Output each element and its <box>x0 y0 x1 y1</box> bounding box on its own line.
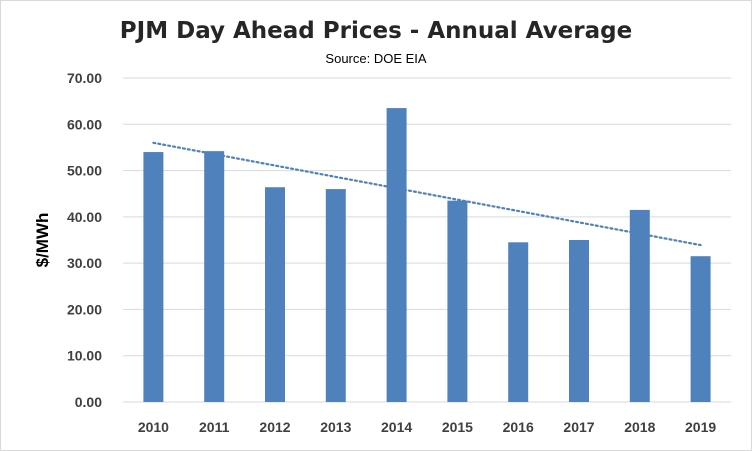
bar-2019 <box>690 256 711 402</box>
y-tick-label: 20.00 <box>67 301 102 317</box>
x-tick-label: 2018 <box>624 419 655 435</box>
bar-2011 <box>204 151 225 402</box>
bar-2016 <box>508 242 529 402</box>
y-tick-label: 40.00 <box>67 209 102 225</box>
x-tick-label: 2015 <box>442 419 473 435</box>
y-tick-label: 60.00 <box>67 116 102 132</box>
y-axis-ticks: 0.00 10.00 20.00 30.00 40.00 50.00 60.00 70.00 <box>67 70 102 410</box>
x-tick-label: 2013 <box>320 419 351 435</box>
bar-2017 <box>569 240 589 402</box>
x-tick-label: 2010 <box>138 419 169 435</box>
y-tick-label: 10.00 <box>67 348 102 364</box>
y-tick-label: 70.00 <box>67 70 102 86</box>
y-axis-title: $/MWh <box>33 213 52 268</box>
chart-title: PJM Day Ahead Prices - Annual Average <box>119 18 633 44</box>
x-tick-label: 2017 <box>563 419 594 435</box>
x-axis-ticks: 2010 2011 2012 2013 2014 2015 2016 2017 2018 2019 <box>138 419 717 435</box>
bar-2013 <box>325 189 346 402</box>
gridlines <box>123 77 731 403</box>
y-tick-label: 0.00 <box>75 394 102 410</box>
bar-2015 <box>447 200 468 402</box>
bar-series <box>143 108 711 402</box>
x-tick-label: 2011 <box>199 419 230 435</box>
y-tick-label: 50.00 <box>67 163 102 179</box>
trendline <box>152 141 702 247</box>
bar-2014 <box>386 108 407 402</box>
x-tick-label: 2012 <box>259 419 290 435</box>
y-tick-label: 30.00 <box>67 255 102 271</box>
chart-subtitle: Source: DOE EIA <box>325 51 427 66</box>
trendline-layer <box>152 141 702 247</box>
x-tick-label: 2019 <box>685 419 716 435</box>
bar-2012 <box>265 187 285 402</box>
bar-2018 <box>629 209 650 402</box>
x-tick-label: 2014 <box>381 419 412 435</box>
x-tick-label: 2016 <box>503 419 534 435</box>
bar-2010 <box>143 152 164 402</box>
